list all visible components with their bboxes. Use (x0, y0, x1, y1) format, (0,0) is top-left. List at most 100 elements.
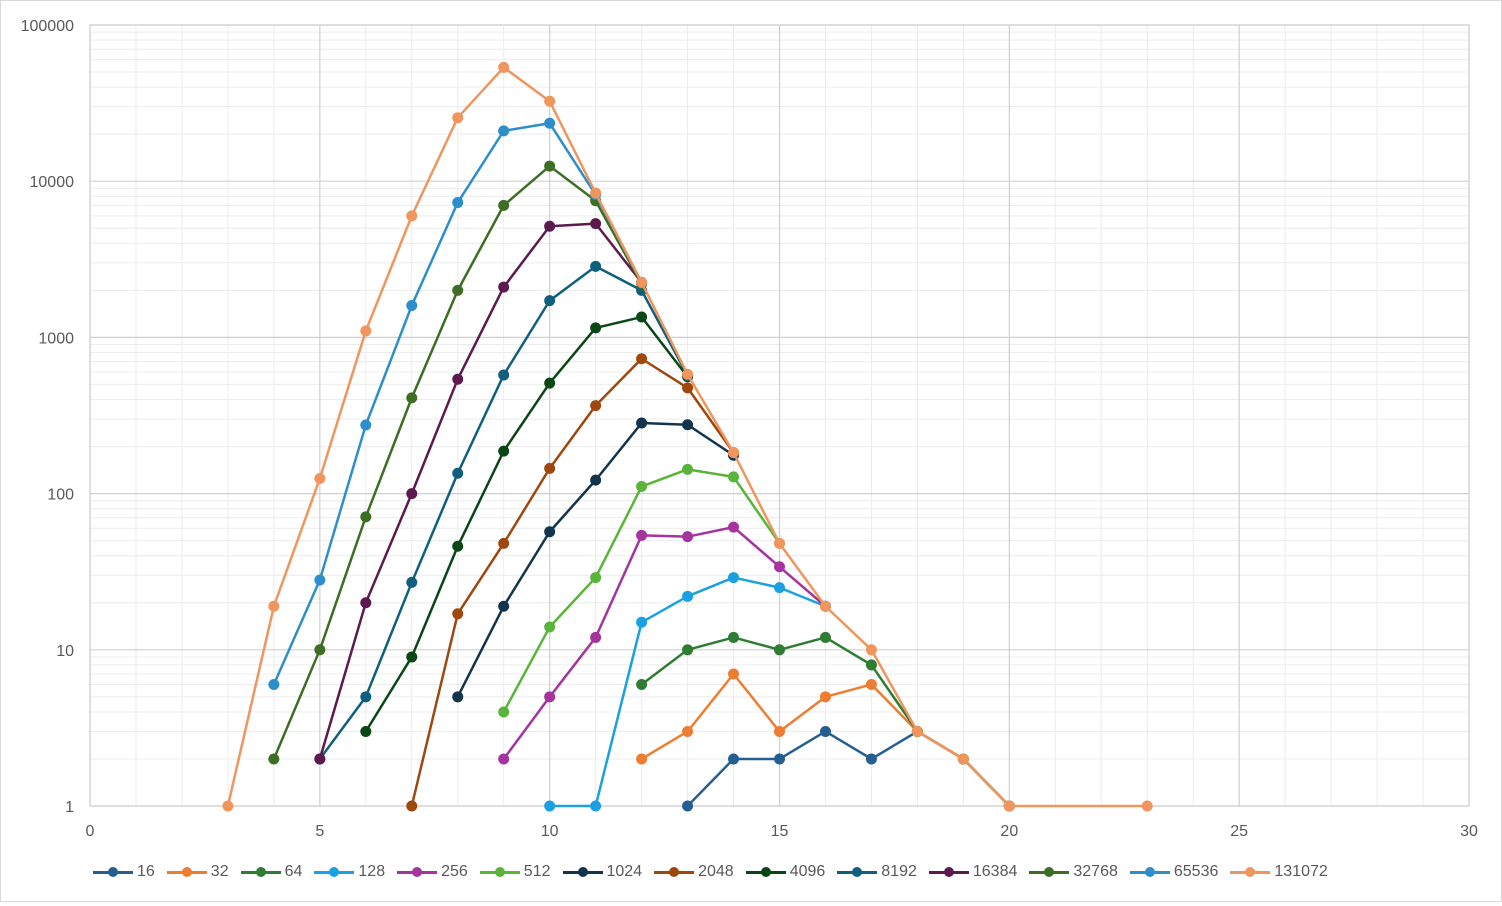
legend-swatch (1029, 865, 1070, 879)
data-point-131072 (636, 276, 648, 288)
data-point-32 (682, 725, 694, 737)
data-point-256 (590, 631, 602, 643)
data-point-32768 (314, 644, 326, 656)
legend-label: 32768 (1073, 863, 1118, 880)
series-line-16 (686, 730, 1011, 807)
data-point-16384 (544, 220, 556, 232)
legend-item-16384: 16384 (928, 863, 1017, 881)
legend-swatch (1129, 865, 1170, 879)
data-point-131072 (268, 600, 280, 612)
legend-item-65536: 65536 (1129, 863, 1218, 881)
legend-swatch (166, 865, 207, 879)
data-point-1024 (590, 474, 602, 486)
data-point-1024 (544, 526, 556, 538)
series-line-256 (502, 525, 827, 760)
data-point-16 (728, 753, 740, 765)
data-point-512 (590, 572, 602, 584)
data-point-32 (728, 668, 740, 680)
y-tick-label: 10000 (30, 174, 75, 191)
x-tick-label: 30 (1460, 823, 1478, 840)
legend-item-32768: 32768 (1029, 863, 1118, 881)
data-point-512 (544, 621, 556, 633)
data-point-512 (498, 706, 510, 718)
legend-item-8192: 8192 (837, 863, 917, 881)
data-point-256 (636, 529, 648, 541)
x-tick-label: 0 (86, 823, 95, 840)
legend-item-131072: 131072 (1230, 863, 1328, 881)
data-point-131072 (682, 368, 694, 380)
data-point-32768 (498, 199, 510, 211)
data-point-1024 (682, 419, 694, 431)
legend-label: 128 (358, 863, 386, 880)
x-tick-label: 25 (1230, 823, 1248, 840)
data-point-128 (728, 572, 740, 584)
legend-label: 8192 (881, 863, 917, 880)
data-point-65536 (452, 197, 464, 209)
data-point-16 (819, 725, 831, 737)
legend-label: 64 (284, 863, 303, 880)
data-point-512 (728, 471, 740, 483)
legend-swatch (314, 865, 355, 879)
legend-item-32: 32 (166, 863, 229, 881)
legend-item-2048: 2048 (654, 863, 734, 881)
data-point-131072 (1003, 800, 1015, 812)
data-point-8192 (498, 369, 510, 381)
legend-swatch (745, 865, 786, 879)
data-point-1024 (636, 417, 648, 429)
data-point-16384 (452, 373, 464, 385)
data-point-4096 (544, 377, 556, 389)
data-point-131072 (728, 447, 740, 459)
legend-item-4096: 4096 (745, 863, 826, 881)
legend-swatch (928, 865, 969, 879)
legend-label: 2048 (698, 863, 734, 880)
data-point-65536 (498, 125, 510, 137)
data-point-64 (682, 644, 694, 656)
data-point-32768 (452, 284, 464, 296)
data-point-131072 (957, 753, 969, 765)
data-point-32768 (268, 753, 280, 765)
legend-item-16: 16 (93, 863, 155, 881)
data-point-16 (682, 800, 694, 812)
x-tick-label: 20 (1000, 823, 1018, 840)
legend-swatch (93, 865, 133, 879)
legend-label: 131072 (1274, 863, 1328, 880)
data-point-4096 (452, 540, 464, 552)
data-point-131072 (360, 325, 372, 337)
data-point-256 (728, 521, 740, 533)
legend-swatch (397, 865, 438, 879)
data-point-65536 (544, 117, 556, 129)
data-point-65536 (360, 419, 372, 431)
data-point-256 (498, 753, 510, 765)
data-point-256 (544, 691, 556, 703)
data-point-256 (682, 531, 694, 543)
series-line-16384 (318, 222, 643, 760)
legend-item-128: 128 (314, 863, 385, 881)
y-tick-label: 1 (65, 799, 74, 816)
data-point-131072 (1141, 800, 1153, 812)
data-point-131072 (544, 95, 556, 107)
data-point-128 (636, 616, 648, 628)
legend-swatch (1230, 865, 1271, 879)
legend-swatch (479, 865, 520, 879)
data-point-8192 (590, 260, 602, 272)
chart-legend: 16 32 64 128 256 512 1024 2048 4096 8192 16384 3276… (93, 859, 1340, 885)
data-point-64 (774, 644, 785, 656)
y-tick-label: 100 (47, 487, 74, 504)
data-point-32768 (406, 392, 418, 404)
data-point-8192 (360, 691, 372, 703)
legend-swatch (654, 865, 695, 879)
data-point-131072 (222, 800, 234, 812)
data-point-65536 (268, 678, 280, 690)
legend-label: 16 (137, 863, 155, 880)
data-point-131072 (406, 210, 418, 222)
data-point-4096 (590, 322, 602, 334)
legend-label: 4096 (789, 863, 826, 880)
data-point-65536 (406, 300, 418, 312)
data-point-2048 (406, 800, 418, 812)
data-point-512 (682, 463, 694, 475)
data-point-131072 (590, 187, 602, 199)
legend-label: 1024 (606, 863, 643, 880)
legend-label: 256 (441, 863, 468, 880)
data-point-32768 (544, 160, 556, 172)
data-point-32 (819, 691, 831, 703)
